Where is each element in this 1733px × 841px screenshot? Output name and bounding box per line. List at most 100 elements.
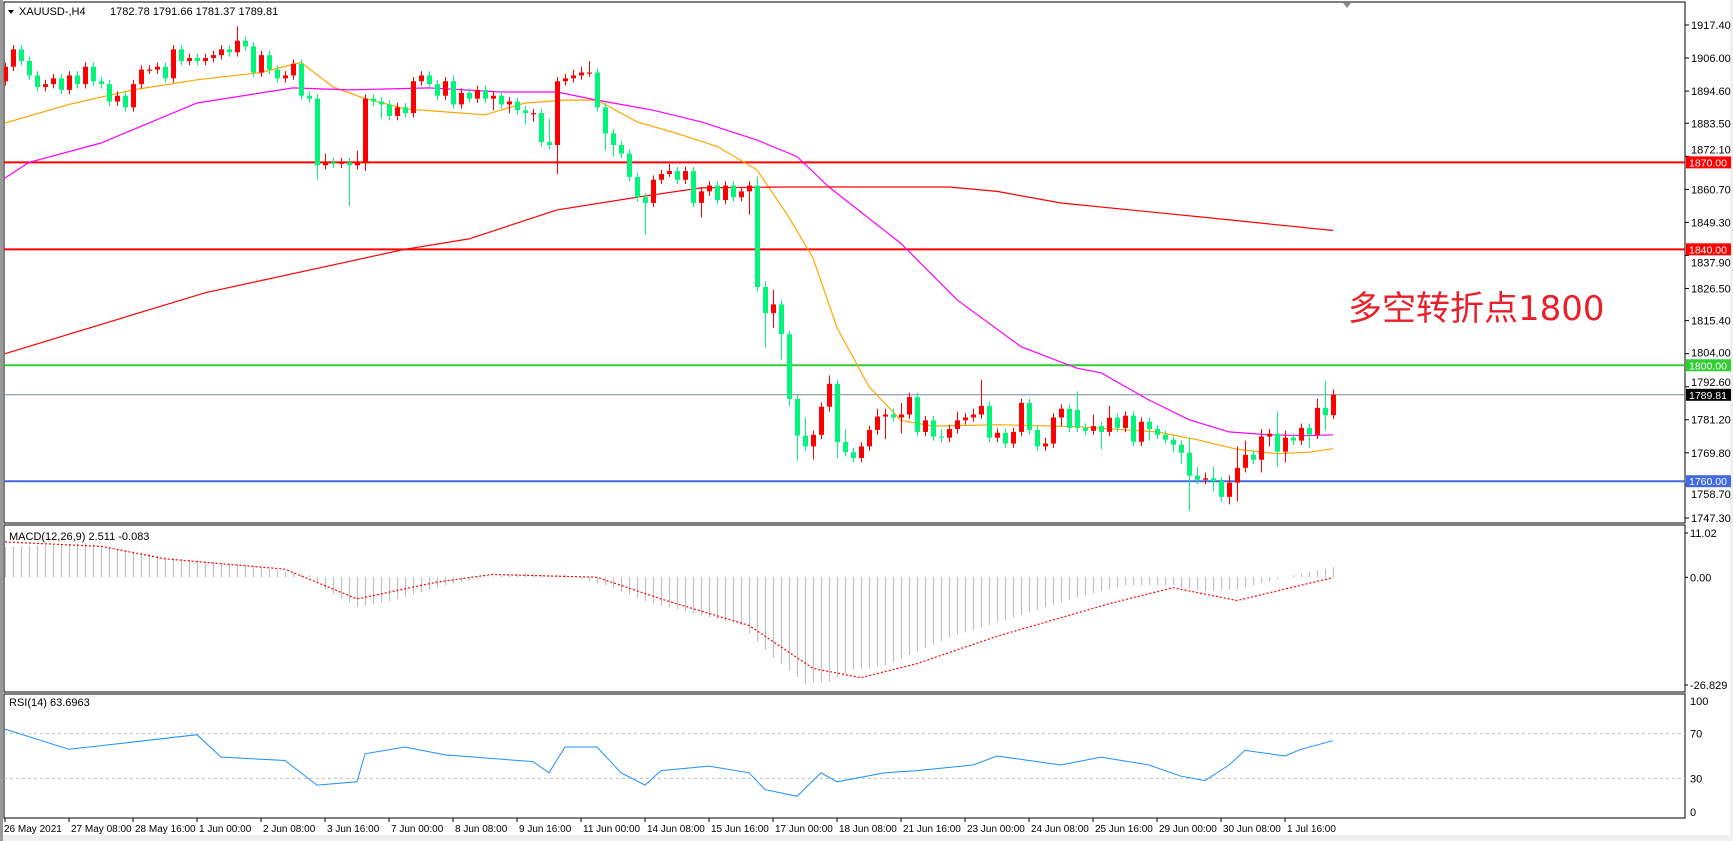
candle-body	[1147, 421, 1152, 430]
candle	[1067, 404, 1072, 433]
candle	[707, 181, 712, 196]
candle-body	[75, 75, 80, 85]
candle-body	[43, 84, 48, 88]
candle-body	[307, 95, 312, 99]
candle-body	[603, 107, 608, 134]
candle-body	[379, 101, 384, 105]
date-label: 25 Jun 16:00	[1095, 824, 1153, 835]
candle-body	[963, 417, 968, 421]
candle-body	[843, 442, 848, 453]
candle	[667, 163, 672, 177]
candle	[371, 94, 376, 106]
candle-body	[731, 185, 736, 198]
candle	[467, 88, 472, 103]
horizontal-lines[interactable]	[4, 161, 1685, 483]
candle-body	[635, 176, 640, 198]
candle-body	[699, 191, 704, 203]
horizontal-line-labels: 1870.00 1840.00 1800.00 1789.81 1760.00	[1686, 156, 1731, 488]
candle-body	[339, 162, 344, 164]
chart-shift-marker-icon[interactable]	[1343, 3, 1351, 8]
candle-body	[155, 66, 160, 70]
candle	[891, 408, 896, 422]
candle	[939, 429, 944, 443]
candle-body	[1011, 431, 1016, 444]
candle-body	[1027, 402, 1032, 430]
candle-body	[203, 58, 208, 61]
candle-body	[459, 92, 464, 105]
candle	[275, 65, 280, 83]
candle-body	[211, 55, 216, 59]
candle	[475, 85, 480, 103]
candle	[1219, 476, 1224, 502]
candle	[611, 129, 616, 157]
candle-body	[467, 92, 472, 99]
candle	[283, 71, 288, 83]
candle	[915, 392, 920, 437]
candle	[235, 26, 240, 57]
candle	[1123, 411, 1128, 433]
price-tag-text: 1800.00	[1689, 360, 1727, 372]
candle	[1171, 435, 1176, 453]
candle-body	[867, 429, 872, 447]
candle-body	[579, 72, 584, 76]
price-tick-label: 1917.40	[1691, 20, 1731, 32]
candle	[1083, 423, 1088, 436]
candle	[19, 44, 24, 66]
candle	[931, 415, 936, 441]
candle	[323, 153, 328, 170]
price-tag-1840.00	[1686, 243, 1731, 256]
candle	[403, 102, 408, 118]
candle	[875, 408, 880, 435]
candle-body	[1211, 478, 1216, 482]
candle	[595, 68, 600, 112]
candle	[955, 411, 960, 434]
candle-body	[139, 69, 144, 85]
macd-axis: 11.02 0.00 -26.829	[1685, 528, 1727, 692]
candle	[107, 79, 112, 106]
price-axis[interactable]: 1917.40 1906.00 1894.60 1883.50 1872.10 1860.…	[1685, 20, 1731, 525]
price-tick-label: 1804.00	[1691, 347, 1731, 359]
candle-body	[531, 113, 536, 115]
candle-body	[1051, 417, 1056, 444]
candle	[1075, 391, 1080, 432]
candle	[979, 379, 984, 419]
candle	[291, 59, 296, 80]
price-tick-label: 1837.90	[1691, 257, 1731, 269]
candle-body	[1267, 433, 1272, 437]
candle	[731, 181, 736, 202]
candle-body	[883, 414, 888, 417]
candle-body	[27, 60, 32, 76]
candle	[1259, 429, 1264, 473]
candle-body	[923, 420, 928, 432]
candle-body	[4, 66, 8, 82]
price-tick-label: 1769.80	[1691, 448, 1731, 460]
candle-body	[691, 171, 696, 203]
candle	[299, 59, 304, 101]
candle-body	[931, 420, 936, 437]
candle-body	[419, 75, 424, 82]
candle-body	[1251, 454, 1256, 460]
candle	[803, 417, 808, 451]
price-tick-label: 1781.20	[1691, 415, 1731, 427]
candle	[899, 402, 904, 434]
candle-body	[235, 40, 240, 53]
candle-body	[675, 171, 680, 180]
candle	[947, 424, 952, 443]
candle-body	[275, 69, 280, 79]
symbol-menu-triangle-icon[interactable]	[8, 10, 14, 14]
candle	[59, 73, 64, 95]
candle	[659, 169, 664, 185]
candle	[907, 392, 912, 419]
price-tick-label: 1894.60	[1691, 86, 1731, 98]
candle	[331, 158, 336, 169]
candle-body	[651, 179, 656, 203]
candle-body	[371, 98, 376, 102]
candle	[1315, 398, 1320, 440]
price-tag-1870.00	[1686, 156, 1731, 169]
date-label: 28 May 16:00	[135, 824, 196, 835]
ohlc-readout: 1782.78 1791.66 1781.37 1789.81	[110, 6, 278, 18]
candle-body	[771, 304, 776, 314]
date-axis[interactable]: 26 May 2021 27 May 08:00 28 May 16:00 1 Jun…	[4, 818, 1336, 835]
